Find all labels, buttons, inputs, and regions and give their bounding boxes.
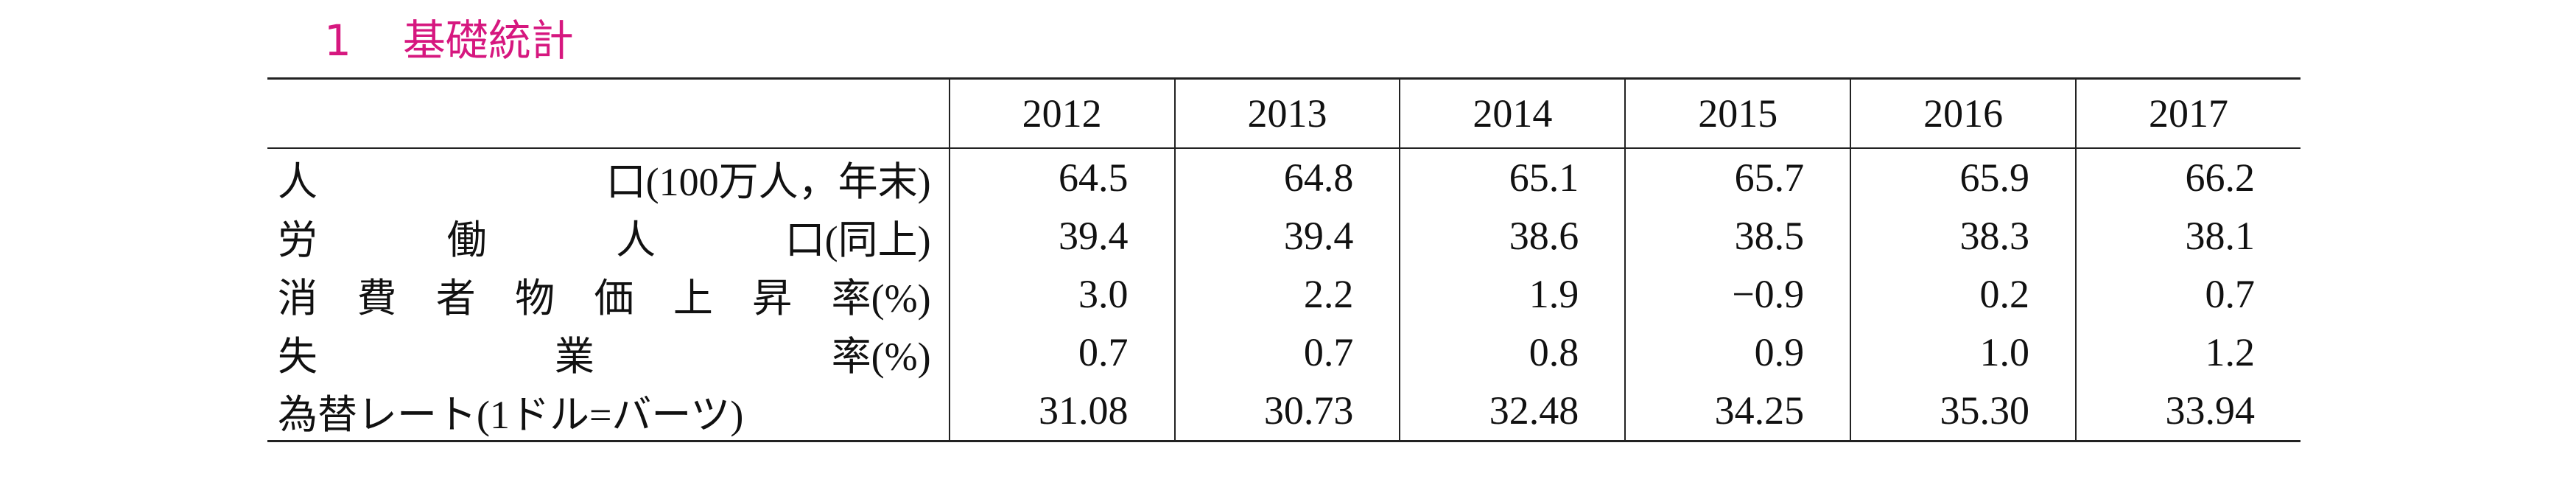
value-cell: 39.4 [1173, 206, 1400, 265]
row-label-cell: 為替レート(1ドル=バーツ) [267, 382, 950, 441]
column-header: 2017 [2075, 78, 2300, 148]
stats-table: 2012 2013 2014 2015 2016 2017 人口(100万人，年末) 64.… [267, 77, 2300, 442]
header-row: 2012 2013 2014 2015 2016 2017 [267, 78, 2300, 148]
table-header: 2012 2013 2014 2015 2016 2017 [267, 78, 2300, 148]
row-label: 為替レート(1ドル=バーツ) [278, 392, 744, 437]
column-header: 2015 [1624, 78, 1851, 148]
value-cell: 66.2 [2075, 147, 2300, 207]
value-cell: 65.7 [1624, 147, 1851, 207]
value-cell: 2.2 [1173, 265, 1400, 324]
value-cell: 0.7 [2075, 265, 2300, 324]
value-cell: 30.73 [1173, 381, 1400, 441]
value-cell: 64.8 [1173, 147, 1400, 207]
row-label: 消費者物価上昇率(%) [278, 276, 931, 321]
value-cell: 34.25 [1624, 381, 1851, 441]
value-cell: 38.3 [1850, 206, 2077, 265]
value-cell: 0.7 [948, 323, 1175, 382]
row-label-cell: 失業率(%) [267, 324, 950, 382]
value-cell: 35.30 [1850, 381, 2077, 441]
value-cell: 64.5 [948, 147, 1175, 207]
row-label: 人口(100万人，年末) [278, 159, 931, 204]
value-cell: 33.94 [2075, 381, 2300, 441]
section-title: 1 基礎統計 [324, 6, 574, 68]
table-row: 人口(100万人，年末) 64.5 64.8 65.1 65.7 65.9 66.2 [267, 147, 2300, 207]
table-row: 労働人口(同上) 39.4 39.4 38.6 38.5 38.3 38.1 [267, 206, 2300, 265]
value-cell: 39.4 [948, 206, 1175, 265]
column-header: 2014 [1399, 78, 1626, 148]
value-cell: 1.9 [1399, 265, 1626, 324]
row-label: 失業率(%) [278, 334, 931, 379]
value-cell: −0.9 [1624, 265, 1851, 324]
table-row: 為替レート(1ドル=バーツ) 31.08 30.73 32.48 34.25 35.30 3… [267, 381, 2300, 441]
row-label-cell: 労働人口(同上) [267, 207, 950, 265]
row-label-cell: 消費者物価上昇率(%) [267, 265, 950, 324]
section-heading: 基礎統計 [402, 15, 574, 66]
column-header: 2012 [948, 78, 1175, 148]
row-label-cell: 人口(100万人，年末) [267, 148, 950, 207]
value-cell: 1.2 [2075, 323, 2300, 382]
value-cell: 65.1 [1399, 147, 1626, 207]
section-number: 1 [324, 15, 351, 66]
value-cell: 38.1 [2075, 206, 2300, 265]
column-header: 2016 [1850, 78, 2077, 148]
value-cell: 65.9 [1850, 147, 2077, 207]
value-cell: 0.7 [1173, 323, 1400, 382]
table-body: 人口(100万人，年末) 64.5 64.8 65.1 65.7 65.9 66.2 労働人口… [267, 147, 2300, 441]
row-label: 労働人口(同上) [278, 217, 931, 262]
value-cell: 38.6 [1399, 206, 1626, 265]
corner-cell [267, 79, 950, 148]
value-cell: 38.5 [1624, 206, 1851, 265]
column-header: 2013 [1173, 78, 1400, 148]
value-cell: 0.8 [1399, 323, 1626, 382]
value-cell: 3.0 [948, 265, 1175, 324]
value-cell: 32.48 [1399, 381, 1626, 441]
value-cell: 31.08 [948, 381, 1175, 441]
value-cell: 0.2 [1850, 265, 2077, 324]
table-row: 消費者物価上昇率(%) 3.0 2.2 1.9 −0.9 0.2 0.7 [267, 265, 2300, 324]
table-row: 失業率(%) 0.7 0.7 0.8 0.9 1.0 1.2 [267, 323, 2300, 382]
value-cell: 0.9 [1624, 323, 1851, 382]
value-cell: 1.0 [1850, 323, 2077, 382]
